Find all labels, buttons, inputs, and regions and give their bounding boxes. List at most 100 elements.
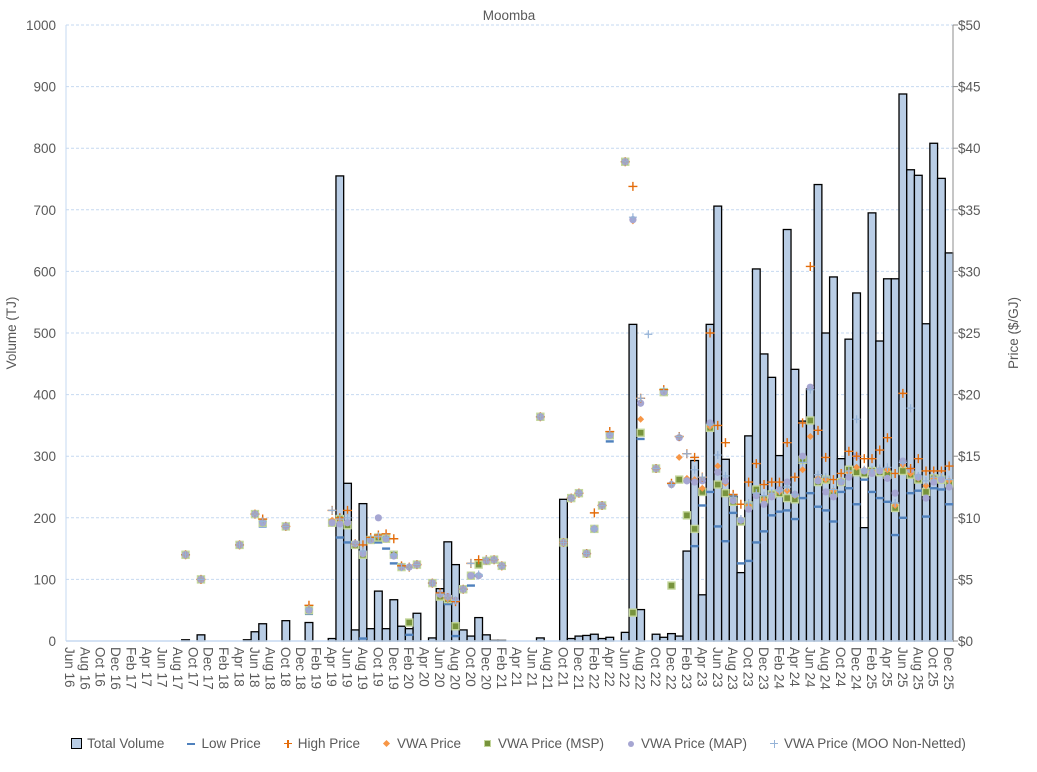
vwa-moo-price-marker (374, 532, 383, 541)
vwa-moo-price-marker (713, 450, 722, 459)
volume-bar (728, 495, 738, 642)
low-price-marker (875, 496, 884, 500)
low-price-marker (922, 515, 931, 518)
legend-label: Low Price (201, 736, 261, 751)
low-price-marker (466, 584, 475, 587)
x-tick-label: Apr 20 (417, 647, 432, 687)
low-price-marker (721, 540, 730, 543)
low-price-marker (775, 510, 784, 513)
x-tick-label: Apr 25 (879, 647, 894, 687)
vwa-moo-price-marker (235, 540, 244, 549)
high-price-marker (589, 508, 599, 518)
volume-bar (805, 388, 815, 642)
low-price-marker (706, 490, 715, 494)
volume-bars (181, 93, 954, 642)
y-left-tick-label: 400 (33, 388, 56, 403)
volume-bar (882, 278, 892, 642)
vwa-moo-price-marker (690, 465, 699, 474)
volume-bar (767, 376, 777, 642)
x-tick-label: Apr 23 (694, 647, 709, 687)
vwa-map-price-marker (328, 519, 336, 527)
x-tick-label: Aug 16 (77, 647, 92, 690)
low-price-marker (382, 547, 391, 550)
vwa-moo-price-marker (428, 579, 437, 588)
vwa-moo-price-marker (898, 458, 907, 467)
low-price-marker (736, 562, 745, 565)
vwa-map-price-marker (829, 493, 838, 501)
volume-bar (397, 625, 407, 642)
vwa-moo-price-marker (335, 515, 344, 524)
vwa-moo-price-marker (821, 473, 830, 482)
vwa-moo-price-marker (752, 489, 761, 498)
legend-label: Total Volume (87, 736, 165, 751)
vwa-moo-price-marker (929, 473, 938, 482)
volume-bar (458, 629, 468, 642)
high-price-marker (744, 477, 754, 487)
high-price-marker (751, 459, 761, 469)
high-price-marker (898, 388, 908, 398)
y-right-tick-label: $50 (958, 18, 981, 33)
x-tick-label: Aug 17 (170, 647, 185, 690)
vwa-moo-price-marker (412, 560, 421, 569)
vwa-msp-price-marker (898, 466, 908, 476)
x-tick-label: Jun 25 (895, 647, 910, 688)
legend-label: High Price (297, 736, 360, 751)
y-left-tick-label: 600 (33, 264, 56, 279)
low-price-marker (806, 491, 815, 495)
volume-bar (859, 527, 869, 642)
high-price-marker (913, 454, 923, 464)
volume-bar (443, 541, 453, 642)
volume-bar (481, 634, 491, 642)
legend-item: High Price (283, 736, 360, 751)
volume-bar (636, 608, 646, 642)
vwa-msp-price-marker (674, 475, 684, 484)
vwa-moo-price-marker (837, 476, 846, 485)
vwa-moo-price-marker (397, 563, 406, 572)
volume-bar (412, 612, 422, 642)
vwa-moo-price-marker (644, 330, 653, 339)
low-price-marker (698, 504, 707, 507)
vwa-price-marker (806, 432, 814, 440)
low-price-marker (883, 500, 892, 503)
x-tick-label: Apr 22 (602, 647, 617, 687)
vwa-map-price-marker (683, 477, 691, 485)
x-tick-label: Feb 18 (216, 647, 231, 689)
low-price-marker (837, 490, 846, 494)
vwa-moo-price-marker (536, 412, 545, 421)
chart-title: Moomba (483, 8, 536, 23)
x-tick-label: Oct 16 (93, 647, 108, 687)
vwa-moo-price-marker (598, 501, 607, 510)
vwa-map-price-marker (883, 474, 892, 482)
vwa-moo-price-marker (636, 394, 645, 403)
legend-dash-icon (186, 739, 196, 749)
gridlines (66, 24, 953, 580)
x-tick-label: Apr 24 (787, 647, 802, 687)
vwa-moo-price-marker (729, 492, 738, 501)
legend-item: Low Price (186, 736, 261, 751)
vwa-moo-price-marker (798, 458, 807, 467)
x-tick-label: Feb 17 (124, 647, 139, 689)
high-price-marker (821, 452, 831, 462)
volume-bar (589, 633, 599, 642)
y-right-tick-label: $45 (958, 80, 981, 95)
vwa-moo-price-marker (382, 533, 391, 542)
low-price-marker (752, 541, 761, 544)
x-tick-label: Jun 18 (247, 647, 262, 688)
vwa-msp-price-marker (921, 487, 931, 497)
y-right-tick-label: $10 (958, 511, 981, 526)
vwa-map-price-marker (845, 473, 853, 481)
x-tick-label: Jun 17 (154, 647, 169, 688)
low-price-marker (821, 509, 830, 512)
low-price-marker (443, 602, 452, 606)
vwa-map-price-marker (922, 494, 930, 502)
legend-bar-icon (71, 738, 83, 749)
volume-bar (281, 620, 291, 642)
y-right-tick-label: $30 (958, 264, 981, 279)
x-tick-label: Dec 18 (293, 647, 308, 690)
y-left-tick-label: 100 (33, 572, 56, 587)
volume-bar (258, 623, 268, 642)
y-left-tick-label: 500 (33, 326, 56, 341)
vwa-map-price-marker (691, 478, 699, 486)
x-tick-label: Aug 25 (910, 647, 925, 690)
y-right-tick-label: $0 (958, 634, 973, 649)
